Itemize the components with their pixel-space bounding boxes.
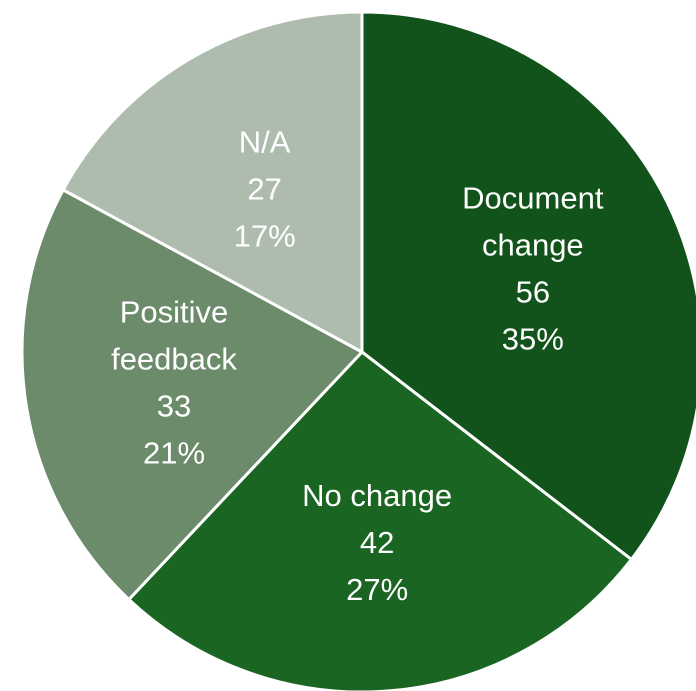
slice-value: 56 — [516, 274, 550, 309]
slice-label: N/A 27 17% — [234, 124, 296, 253]
pie-slice — [20, 187, 365, 602]
slice-percent: 27% — [346, 572, 408, 607]
slice-category: Positive — [120, 295, 229, 330]
slice-value: 27 — [247, 171, 281, 206]
slice-percent: 35% — [502, 321, 564, 356]
pie-labels: Document change 56 35% No change 42 27% Positiv… — [111, 124, 604, 606]
pie-slice — [360, 10, 696, 562]
slice-label: Document change 56 35% — [462, 180, 604, 356]
slice-category: change — [482, 227, 584, 262]
slice-value: 33 — [157, 389, 191, 424]
slice-label: Positive feedback 33 21% — [111, 295, 237, 471]
slice-label: No change 42 27% — [302, 478, 452, 607]
pie-slice — [61, 10, 364, 355]
slice-value: 42 — [360, 525, 394, 560]
slice-category: Document — [462, 180, 604, 215]
slice-category: N/A — [239, 124, 291, 159]
slice-percent: 17% — [234, 218, 296, 253]
slice-category: feedback — [111, 342, 237, 377]
slice-category: No change — [302, 478, 452, 513]
slice-percent: 21% — [143, 436, 205, 471]
pie-slices — [20, 10, 696, 691]
